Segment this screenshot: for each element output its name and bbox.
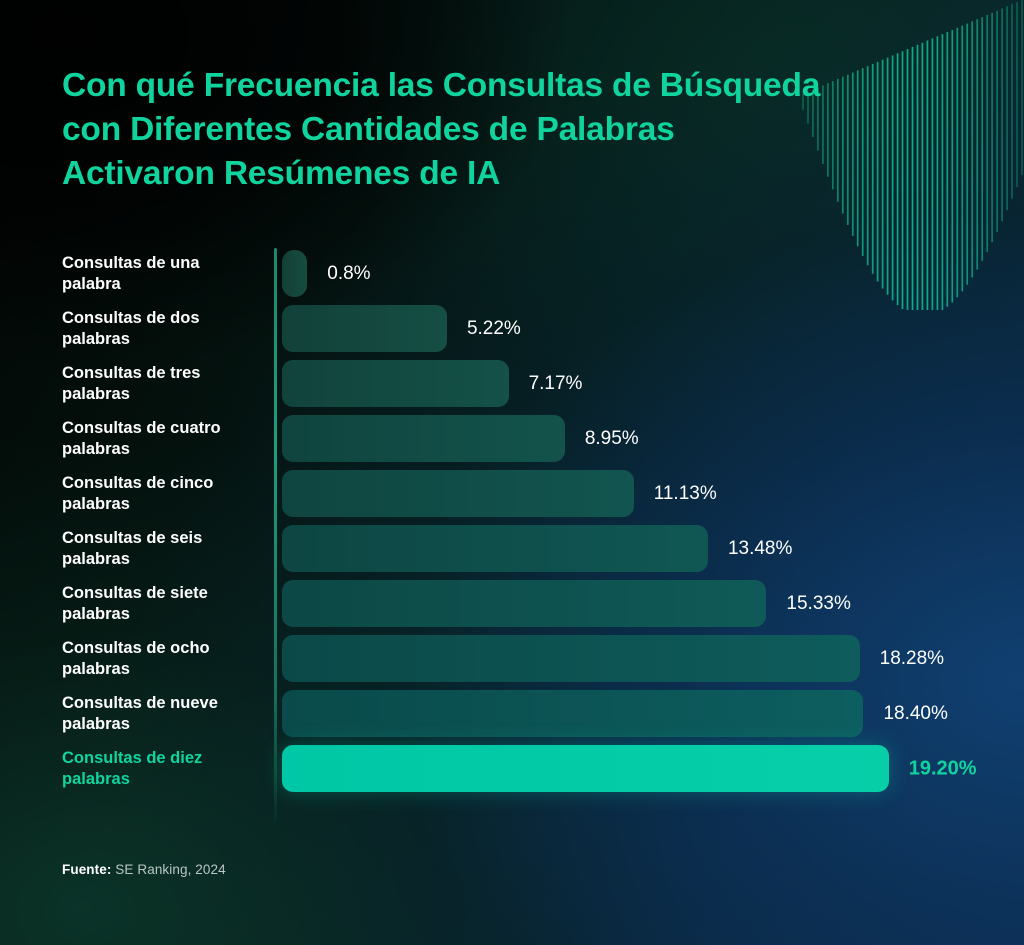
value-label: 19.20% [908,757,977,779]
bar [282,635,860,682]
value-label: 11.13% [653,482,717,504]
bar [282,250,308,297]
category-label: Consultas de dos palabras [62,308,200,348]
value-label: 18.40% [883,702,948,724]
value-label: 5.22% [466,317,521,339]
bar [282,360,509,407]
chart-row: Consultas de cinco palabras 11.13% [62,470,992,517]
category-label: Consultas de ocho palabras [62,638,210,678]
category-label: Consultas de diez palabras [62,748,203,788]
category-label: Consultas de tres palabras [62,363,201,403]
chart-row: Consultas de una palabra 0.8% [62,250,992,297]
bar [282,525,708,572]
category-label: Consultas de una palabra [62,253,200,293]
source-text: SE Ranking, 2024 [111,862,226,877]
bar [282,305,447,352]
value-label: 8.95% [584,427,639,449]
source-label: Fuente: [62,862,112,877]
bar [282,745,889,792]
value-label: 0.8% [327,262,371,284]
source-note: Fuente: SE Ranking, 2024 [62,862,226,877]
category-label: Consultas de nueve palabras [62,693,218,733]
bar-chart: Consultas de una palabra 0.8% Consultas de… [62,250,992,830]
bar [282,690,864,737]
page-title: Con qué Frecuencia las Consultas de Búsq… [62,67,821,192]
chart-row: Consultas de dos palabras 5.22% [62,305,992,352]
category-label: Consultas de seis palabras [62,528,203,568]
chart-row: Consultas de diez palabras 19.20% [62,745,992,792]
category-label: Consultas de cinco palabras [62,473,214,513]
bar [282,470,634,517]
chart-row: Consultas de nueve palabras 18.40% [62,690,992,737]
category-label: Consultas de siete palabras [62,583,208,623]
chart-row: Consultas de siete palabras 15.33% [62,580,992,627]
chart-axis-line [274,248,277,822]
value-label: 7.17% [528,372,583,394]
category-label: Consultas de cuatro palabras [62,418,221,458]
bar [282,415,565,462]
chart-row: Consultas de cuatro palabras 8.95% [62,415,992,462]
chart-row: Consultas de seis palabras 13.48% [62,525,992,572]
value-label: 18.28% [879,647,945,669]
value-label: 13.48% [727,537,793,559]
bar [282,580,767,627]
chart-row: Consultas de tres palabras 7.17% [62,360,992,407]
value-label: 15.33% [786,592,851,614]
chart-row: Consultas de ocho palabras 18.28% [62,635,992,682]
